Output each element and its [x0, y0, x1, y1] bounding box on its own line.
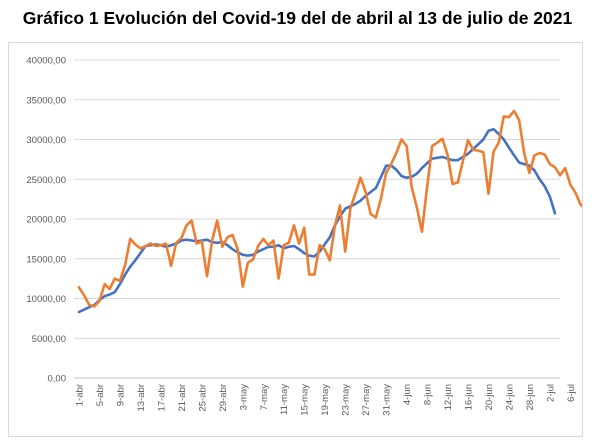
x-tick-label: 28-jun	[525, 384, 536, 410]
gridlines	[74, 59, 560, 379]
x-tick-label: 20-jun	[484, 384, 495, 410]
y-axis: 0,00 5000,00 10000,00 15000,00 20000,00 25000…	[26, 56, 66, 385]
y-tick-label: 20000,00	[26, 215, 66, 226]
y-tick-label: 35000,00	[26, 95, 66, 106]
line-chart: 0,00 5000,00 10000,00 15000,00 20000,00 25000…	[26, 56, 582, 416]
y-tick-label: 10000,00	[26, 294, 66, 305]
x-tick-label: 21-abr	[177, 384, 188, 411]
x-tick-label: 9-abr	[115, 384, 126, 406]
series-lines	[77, 109, 582, 314]
x-tick-label: 25-abr	[197, 384, 208, 411]
y-tick-label: 0,00	[48, 374, 67, 385]
y-tick-label: 25000,00	[26, 175, 66, 186]
x-tick-label: 16-jun	[463, 384, 474, 410]
x-tick-label: 1-abr	[75, 384, 86, 406]
y-tick-label: 30000,00	[26, 135, 66, 146]
x-tick-label: 31-may	[382, 384, 393, 416]
x-axis: 1-abr 5-abr 9-abr 13-abr 17-abr 21-abr 25-abr 2…	[75, 384, 577, 416]
x-tick-label: 23-may	[341, 384, 352, 416]
chart-area: 0,00 5000,00 10000,00 15000,00 20000,00 25000…	[8, 42, 583, 437]
x-tick-label: 17-abr	[156, 384, 167, 411]
x-tick-label: 19-may	[320, 384, 331, 416]
x-tick-label: 6-jul	[566, 384, 577, 402]
x-tick-label: 7-may	[259, 384, 270, 411]
x-tick-label: 3-may	[238, 384, 249, 411]
x-tick-label: 11-may	[279, 384, 290, 415]
y-tick-label: 15000,00	[26, 254, 66, 265]
x-tick-label: 24-jun	[504, 384, 515, 410]
y-tick-label: 40000,00	[26, 56, 66, 67]
series-line-2	[77, 109, 582, 308]
x-tick-label: 2-jul	[545, 384, 556, 402]
x-tick-label: 8-jun	[423, 384, 434, 405]
x-tick-label: 5-abr	[95, 384, 106, 406]
chart-title: Gráfico 1 Evolución del Covid-19 del de …	[22, 8, 573, 28]
x-tick-label: 13-abr	[136, 384, 147, 411]
x-tick-label: 15-may	[300, 384, 311, 416]
x-tick-label: 29-abr	[218, 384, 229, 411]
x-tick-label: 12-jun	[443, 384, 454, 410]
y-tick-label: 5000,00	[32, 334, 66, 345]
x-tick-label: 27-may	[361, 384, 372, 416]
x-tick-label: 4-jun	[402, 384, 413, 405]
